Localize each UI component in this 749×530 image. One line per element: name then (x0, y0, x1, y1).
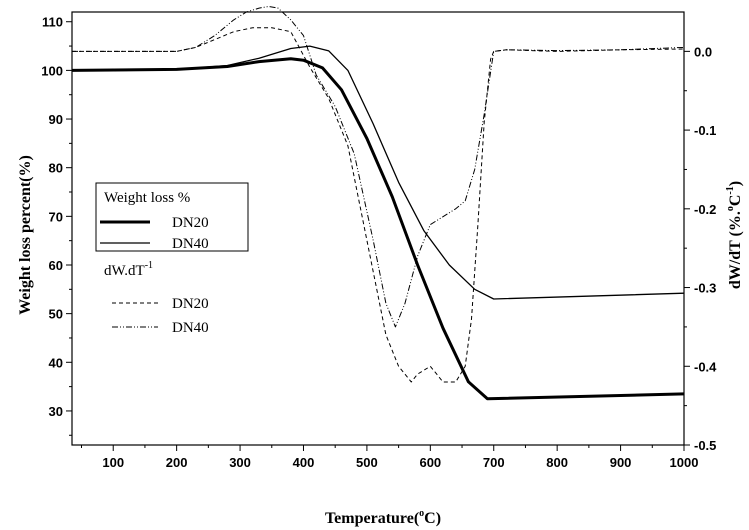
x-tick-label: 100 (102, 455, 124, 470)
legend: Weight loss % DN20 DN40 dW.dT-1 DN20 DN4… (96, 183, 248, 336)
y-left-tick-label: 90 (49, 112, 63, 127)
x-tick-label: 700 (483, 455, 505, 470)
x-tick-label: 1000 (670, 455, 699, 470)
y-axis-left-title: Weight loss percent(%) (17, 155, 34, 315)
y-right-tick-label: -0.1 (694, 123, 716, 138)
y-right-tick-label: -0.3 (694, 281, 716, 296)
y-axis-right-title: dW/dT (%.oC-1) (725, 181, 744, 289)
y-right-tick-label: -0.2 (694, 202, 716, 217)
y-left-tick-label: 50 (49, 307, 63, 322)
x-tick-label: 800 (546, 455, 568, 470)
x-tick-label: 500 (356, 455, 378, 470)
x-tick-label: 900 (610, 455, 632, 470)
legend-label-dn40-weight: DN40 (172, 236, 209, 252)
legend-label-dn20-dwdt: DN20 (172, 296, 209, 312)
y-right-tick-label: -0.5 (694, 438, 716, 453)
x-tick-label: 400 (293, 455, 315, 470)
x-axis-title: Temperature(oC) (325, 508, 441, 527)
y-left-tick-label: 110 (42, 15, 63, 30)
y-right-tick-label: -0.4 (694, 359, 717, 374)
y-right-tick-label: 0.0 (694, 44, 712, 59)
y-left-tick-label: 100 (41, 63, 63, 78)
y-left-tick-label: 40 (49, 355, 63, 370)
x-tick-label: 200 (166, 455, 188, 470)
x-tick-label: 300 (229, 455, 251, 470)
legend-label-dn40-dwdt: DN40 (172, 320, 209, 336)
legend-group-title-dwdt: dW.dT-1 (104, 260, 153, 279)
legend-group-title-weight: Weight loss % (104, 190, 190, 206)
x-tick-label: 600 (419, 455, 441, 470)
y-left-tick-label: 30 (49, 404, 63, 419)
series-line-dn40-weight (72, 46, 684, 299)
y-left-tick-label: 70 (49, 209, 63, 224)
y-left-tick-label: 60 (49, 258, 63, 273)
y-left-tick-label: 80 (49, 161, 63, 176)
legend-label-dn20-weight: DN20 (172, 215, 209, 231)
